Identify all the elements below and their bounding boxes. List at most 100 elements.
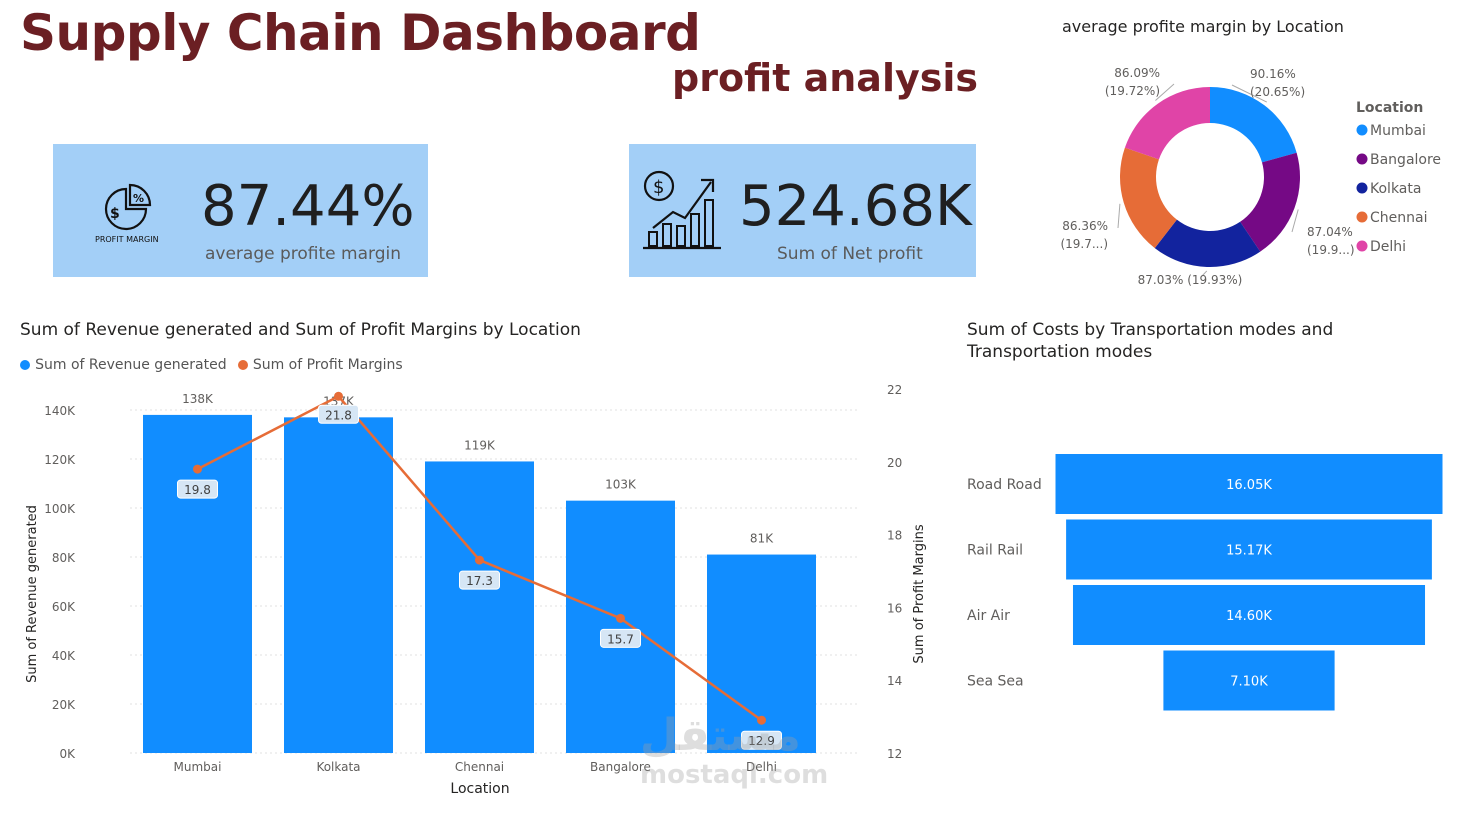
y-tick-label: 0K bbox=[59, 747, 76, 761]
revenue-data-label: 81K bbox=[750, 532, 774, 546]
x-tick-label: Kolkata bbox=[316, 760, 360, 774]
svg-text:$: $ bbox=[653, 177, 664, 198]
donut-chart-title: average profite margin by Location bbox=[1062, 17, 1344, 36]
y-tick-label: 140K bbox=[44, 404, 76, 418]
y-tick-label: 20K bbox=[52, 698, 76, 712]
combo-chart-title: Sum of Revenue generated and Sum of Prof… bbox=[20, 320, 581, 340]
average-profit-margin-label: average profite margin bbox=[205, 244, 401, 264]
legend-marker-bangalore bbox=[1356, 153, 1368, 165]
donut-label-chennai: 86.36% bbox=[1062, 219, 1108, 233]
funnel-chart[interactable]: 16.05K Road Road 15.17K Rail Rail 14.60K Air … bbox=[960, 440, 1460, 730]
profit-margin-point bbox=[193, 464, 202, 474]
x-tick-label: Mumbai bbox=[174, 760, 222, 774]
donut-chart[interactable]: 90.16% (20.65%) 87.04% (19.9...) 87.03% (19.… bbox=[1040, 50, 1464, 300]
funnel-data-label: 15.17K bbox=[1226, 544, 1272, 559]
revenue-bar bbox=[566, 500, 675, 753]
funnel-category-label: Rail Rail bbox=[967, 543, 1023, 559]
y2-tick-label: 20 bbox=[887, 456, 902, 470]
profit-margin-data-label: 21.8 bbox=[325, 408, 352, 422]
revenue-bar bbox=[284, 417, 393, 753]
legend-label-kolkata: Kolkata bbox=[1370, 181, 1421, 197]
revenue-data-label: 138K bbox=[182, 392, 214, 406]
donut-share-delhi: (19.72%) bbox=[1105, 84, 1160, 98]
profit-margin-point bbox=[475, 555, 484, 565]
donut-slice-kolkata bbox=[1154, 219, 1261, 267]
y2-axis-title: Sum of Profit Margins bbox=[912, 524, 927, 663]
legend-marker-chennai bbox=[1356, 211, 1368, 223]
combo-chart[interactable]: 0K 20K 40K 60K 80K 100K 120K 140K 12 14 16 18 20 22 Su… bbox=[0, 375, 960, 805]
profit-margin-point bbox=[757, 715, 766, 725]
y-tick-label: 40K bbox=[52, 649, 76, 663]
funnel-bar bbox=[1066, 519, 1432, 580]
donut-leader-delhi bbox=[1155, 83, 1175, 101]
donut-leader-chennai bbox=[1117, 203, 1121, 229]
average-profit-margin-value: 87.44% bbox=[201, 174, 415, 239]
legend-marker-delhi bbox=[1356, 240, 1368, 252]
funnel-chart-title-line2: Transportation modes bbox=[967, 342, 1153, 362]
revenue-bar bbox=[425, 461, 534, 753]
legend-marker-revenue bbox=[20, 359, 30, 370]
donut-leader-bangalore bbox=[1291, 209, 1299, 233]
svg-text:%: % bbox=[133, 192, 144, 205]
watermark-latin: mostaql.com bbox=[640, 760, 829, 790]
legend-label-bangalore: Bangalore bbox=[1370, 152, 1441, 168]
kpi-card-profit-margin[interactable]: % $ PROFIT MARGIN 87.44% average profite… bbox=[53, 144, 428, 277]
funnel-chart-title-line1: Sum of Costs by Transportation modes and bbox=[967, 320, 1334, 340]
watermark-arabic: مستقل bbox=[640, 710, 801, 761]
donut-slice-delhi bbox=[1124, 87, 1210, 160]
funnel-category-label: Road Road bbox=[967, 477, 1042, 493]
donut-slice-mumbai bbox=[1210, 87, 1297, 163]
legend-marker-kolkata bbox=[1356, 182, 1368, 194]
y2-tick-label: 14 bbox=[887, 674, 902, 688]
donut-label-bangalore: 87.04% bbox=[1307, 225, 1353, 239]
funnel-category-label: Sea Sea bbox=[967, 674, 1024, 690]
y-tick-label: 60K bbox=[52, 600, 76, 614]
profit-margin-data-label: 12.9 bbox=[748, 734, 775, 748]
legend-label-profit-margins: Sum of Profit Margins bbox=[252, 357, 403, 373]
growth-bar-chart-dollar-icon: $ bbox=[643, 170, 721, 250]
legend-label-revenue: Sum of Revenue generated bbox=[35, 357, 227, 373]
profit-margin-label-bg bbox=[600, 628, 641, 648]
kpi-card-net-profit[interactable]: $ 524.68K Sum of Net profit bbox=[629, 144, 976, 277]
profit-margin-point bbox=[616, 613, 625, 623]
y-axis-title: Sum of Revenue generated bbox=[25, 505, 40, 683]
y2-tick-label: 18 bbox=[887, 529, 902, 543]
profit-margin-data-label: 19.8 bbox=[184, 483, 211, 497]
y-tick-label: 80K bbox=[52, 551, 76, 565]
y-tick-label: 120K bbox=[44, 453, 76, 467]
profit-margin-point bbox=[334, 391, 343, 401]
donut-label-mumbai: 90.16% bbox=[1250, 67, 1296, 81]
x-tick-label: Chennai bbox=[455, 760, 504, 774]
profit-margin-icon-caption: PROFIT MARGIN bbox=[95, 235, 159, 244]
profit-margin-data-label: 17.3 bbox=[466, 574, 493, 588]
funnel-data-label: 14.60K bbox=[1226, 609, 1272, 624]
net-profit-value: 524.68K bbox=[739, 174, 972, 239]
legend-marker-mumbai bbox=[1356, 124, 1368, 136]
y2-tick-label: 22 bbox=[887, 383, 902, 397]
y2-tick-label: 16 bbox=[887, 601, 902, 615]
funnel-data-label: 7.10K bbox=[1230, 675, 1268, 690]
donut-label-delhi: 86.09% bbox=[1114, 66, 1160, 80]
funnel-category-label: Air Air bbox=[967, 608, 1010, 624]
funnel-bar bbox=[1072, 585, 1426, 645]
net-profit-label: Sum of Net profit bbox=[777, 244, 923, 264]
donut-slice-chennai bbox=[1120, 147, 1177, 249]
profit-margin-label-bg bbox=[318, 404, 359, 424]
profit-margin-label-bg bbox=[459, 570, 500, 590]
svg-text:$: $ bbox=[110, 206, 120, 222]
funnel-bar bbox=[1055, 454, 1443, 514]
combo-legend: Sum of Revenue generated Sum of Profit M… bbox=[20, 354, 403, 373]
legend-label-mumbai: Mumbai bbox=[1370, 123, 1426, 139]
profit-margin-data-label: 15.7 bbox=[607, 632, 634, 646]
donut-share-chennai: (19.7...) bbox=[1060, 237, 1108, 251]
donut-leader-kolkata bbox=[1201, 270, 1208, 277]
revenue-data-label: 119K bbox=[464, 438, 496, 452]
legend-marker-profit-margins bbox=[237, 359, 248, 370]
x-axis-title: Location bbox=[450, 781, 509, 797]
watermark-logo: مستقل mostaql.com bbox=[640, 710, 829, 791]
donut-leader-mumbai bbox=[1231, 84, 1268, 103]
dashboard-subtitle: profit analysis bbox=[672, 56, 979, 100]
y-tick-label: 100K bbox=[44, 502, 76, 516]
x-tick-label: Bangalore bbox=[590, 760, 651, 774]
legend-label-delhi: Delhi bbox=[1370, 239, 1406, 255]
